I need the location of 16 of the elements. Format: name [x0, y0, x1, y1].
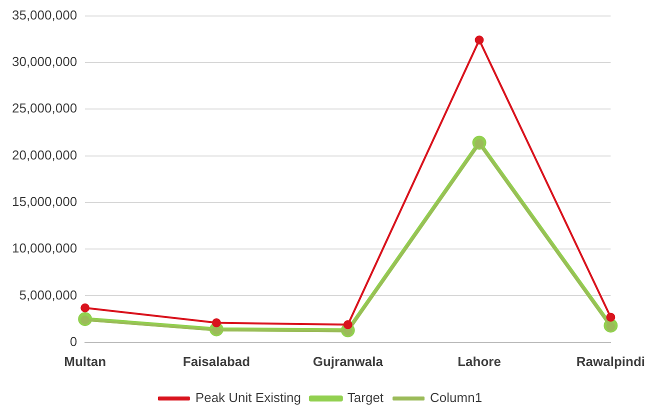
y-tick-label: 15,000,000 — [12, 194, 78, 210]
y-tick-label: 25,000,000 — [12, 100, 78, 116]
x-tick-label: Faisalabad — [182, 354, 250, 369]
y-tick-label: 30,000,000 — [12, 54, 78, 70]
y-tick-label: 10,000,000 — [12, 240, 78, 256]
x-tick-label: Multan — [64, 354, 106, 369]
x-tick-label: Lahore — [458, 354, 501, 369]
legend-label: Target — [347, 390, 384, 406]
legend-label: Peak Unit Existing — [195, 390, 301, 406]
x-tick-label: Rawalpindi — [576, 354, 646, 369]
y-tick-label: 5,000,000 — [19, 287, 78, 302]
y-tick-label: 35,000,000 — [12, 7, 78, 22]
y-tick-label: 20,000,000 — [12, 147, 78, 162]
x-tick-label: Gujranwala — [312, 354, 384, 369]
legend-label: Column1 — [430, 390, 482, 406]
y-tick-label: 0 — [70, 334, 78, 349]
